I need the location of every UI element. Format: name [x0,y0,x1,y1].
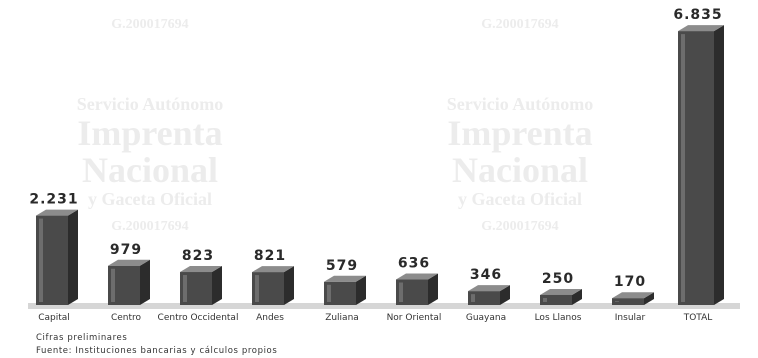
bar [252,266,294,305]
bar [36,209,78,305]
bar-top [252,266,294,273]
category-label: Insular [615,313,646,323]
bar-highlight [183,275,187,302]
bar-side [212,266,222,305]
bar-top [612,292,654,299]
bar-top [108,259,150,266]
bar [540,288,582,305]
category-label: Guayana [466,313,506,323]
bar-side [356,275,366,305]
category-label: Capital [38,313,70,323]
bar-side [644,292,654,305]
bar-front [468,291,500,305]
bar [678,25,724,305]
bar-highlight [471,294,475,302]
bar-value-label: 250 [542,271,574,287]
bar-top [468,285,510,292]
bar [180,266,222,305]
category-label: Zuliana [325,313,359,323]
category-label: TOTAL [683,313,713,323]
bar-value-label: 579 [326,258,358,274]
bar-top [180,266,222,273]
bar-top [324,275,366,282]
category-labels-group: Capital Centro Centro Occidental Andes Zulia… [38,313,712,323]
bars-group [28,25,740,309]
bar-highlight [39,218,43,302]
bar-side [500,285,510,305]
bar-side [572,288,582,305]
category-label: Nor Oriental [387,313,442,323]
bar-value-label: 823 [182,248,214,264]
bar [396,273,438,305]
bar-side [428,273,438,305]
category-label: Andes [256,313,284,323]
bar-value-label: 636 [398,256,430,272]
bar-top [678,25,724,32]
bar-value-label: 6.835 [673,7,722,23]
bar-value-label: 346 [470,267,502,283]
bar-value-label: 979 [110,242,142,258]
bar-front [324,281,356,305]
bar [324,275,366,305]
bar-side [68,209,78,305]
bar-value-label: 2.231 [29,192,78,208]
value-labels-group: 2.231 979 823 821 579 636 346 250 170 6.835 [29,7,722,290]
bar-highlight [615,301,619,302]
bar-front [540,294,572,305]
bar-highlight [255,275,259,302]
bar-side [714,25,724,305]
bar [108,259,150,305]
bar-highlight [681,34,685,302]
category-label: Centro Occidental [158,313,239,323]
bar-top [36,209,78,216]
bar-highlight [543,297,547,302]
footnote-source: Fuente: Instituciones bancarias y cálcul… [36,346,278,356]
bar-value-label: 821 [254,248,286,264]
bar-side [284,266,294,305]
floor-shadow [28,303,740,309]
bar-top [540,288,582,295]
bar-side [140,259,150,305]
bar-top [396,273,438,280]
bar-front [612,298,644,305]
bar [612,292,654,305]
category-label: Los Llanos [535,313,582,323]
bar-highlight [399,282,403,302]
bar-highlight [327,284,331,302]
footnote-preliminary: Cifras preliminares [36,333,128,343]
category-label: Centro [111,313,142,323]
bar-value-label: 170 [614,274,646,290]
bar-highlight [111,268,115,302]
bar [468,285,510,305]
